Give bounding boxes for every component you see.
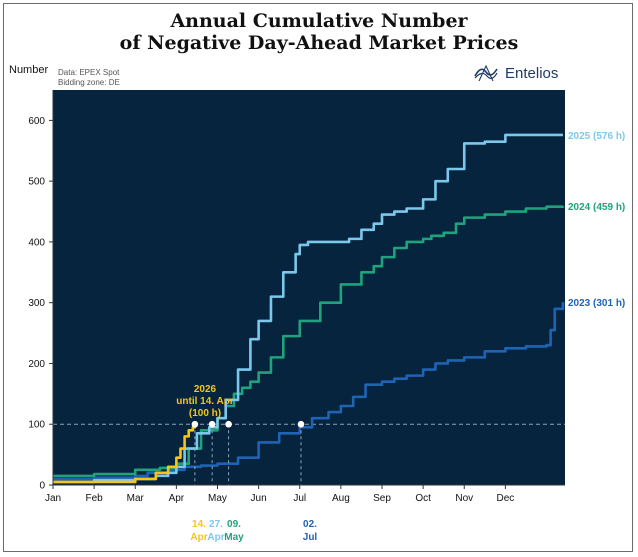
y-tick-label: 200: [28, 359, 45, 370]
series-label-2025: 2025 (576 h): [568, 131, 625, 142]
source-line-1: Data: EPEX Spot: [58, 68, 120, 77]
x-tick-label: Feb: [86, 493, 104, 504]
annotation-2026-until: until 14. Apr: [176, 396, 234, 407]
title-line-2: of Negative Day-Ahead Market Prices: [119, 32, 519, 54]
crossing-date-day: 14.: [192, 519, 206, 530]
title-line-1: Annual Cumulative Number: [170, 10, 468, 32]
crossing-marker: [225, 420, 232, 428]
chart-frame: [3, 3, 633, 552]
brand-logo: Entelios: [472, 62, 558, 84]
x-tick-label: Aug: [332, 493, 350, 504]
crossing-date-month: Jul: [303, 532, 318, 543]
y-tick-label: 600: [28, 116, 45, 127]
entelios-logo-icon: [474, 64, 498, 82]
x-tick-label: Oct: [415, 493, 431, 504]
data-source-note: Data: EPEX Spot Bidding zone: DE: [58, 68, 120, 88]
crossing-date-day: 02.: [303, 519, 317, 530]
crossing-date-month: Apr: [207, 532, 224, 543]
x-tick-label: Jan: [45, 493, 61, 504]
y-tick-label: 0: [39, 481, 45, 492]
x-tick-label: Nov: [455, 493, 473, 504]
crossing-date-month: May: [224, 532, 244, 543]
x-tick-label: Dec: [496, 493, 514, 504]
crossing-marker: [191, 420, 199, 428]
x-tick-label: May: [208, 493, 227, 504]
y-tick-label: 500: [28, 177, 45, 188]
crossing-date-day: 27.: [209, 519, 223, 530]
series-line-2025: [53, 133, 563, 484]
annotation-2026-hours: (100 h): [189, 408, 221, 419]
series-label-2024: 2024 (459 h): [568, 202, 625, 213]
source-line-2: Bidding zone: DE: [58, 78, 120, 87]
y-tick-label: 400: [28, 237, 45, 248]
y-tick-label: 100: [28, 420, 45, 431]
logo-text: Entelios: [505, 64, 559, 82]
series-label-2023: 2023 (301 h): [568, 298, 625, 309]
chart-title: Annual Cumulative Number of Negative Day…: [0, 10, 638, 54]
x-tick-label: Sep: [373, 493, 391, 504]
annotation-2026-year: 2026: [194, 384, 217, 395]
crossing-marker: [297, 420, 305, 428]
x-tick-label: Mar: [127, 493, 145, 504]
y-axis-label: Number: [9, 64, 49, 76]
x-tick-label: Jun: [251, 493, 267, 504]
series-line-2026: [53, 424, 197, 484]
y-tick-label: 300: [28, 298, 45, 309]
plot-area: [53, 90, 565, 485]
x-tick-label: Jul: [293, 493, 306, 504]
crossing-marker: [208, 420, 216, 428]
x-tick-label: Apr: [169, 493, 185, 504]
crossing-date-month: Apr: [190, 532, 207, 543]
crossing-date-day: 09.: [227, 519, 241, 530]
